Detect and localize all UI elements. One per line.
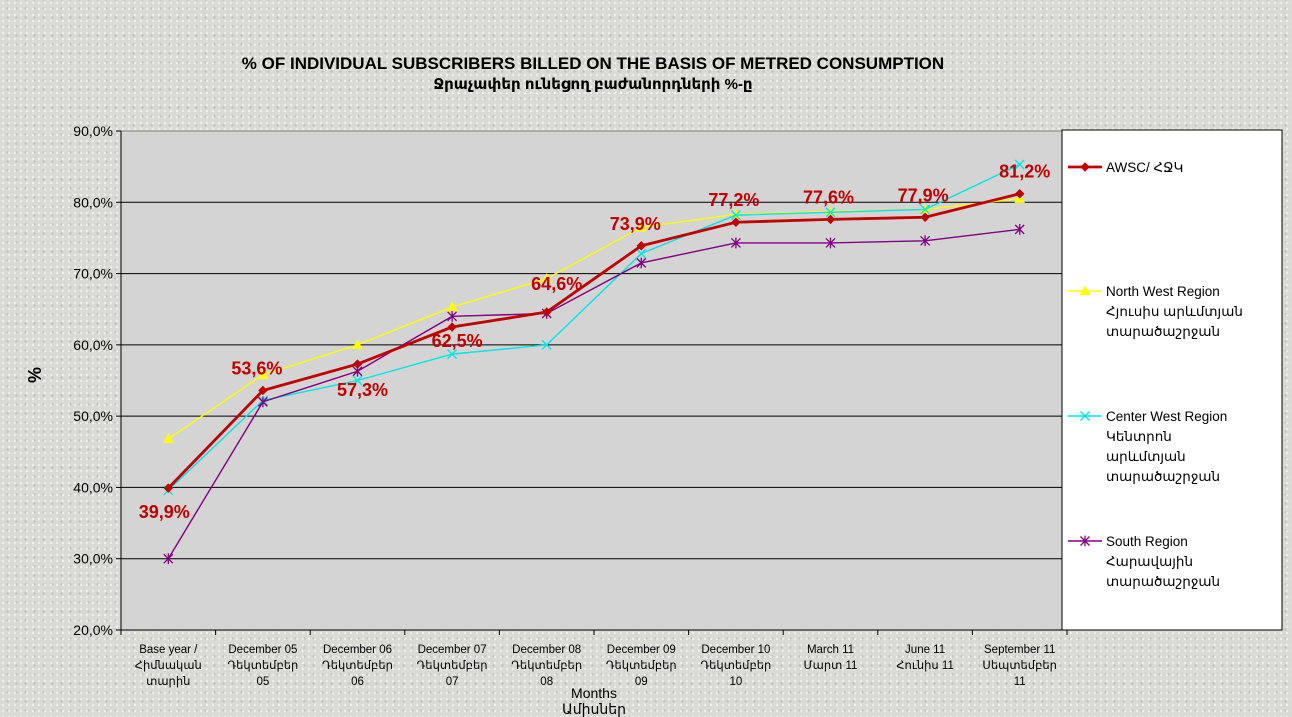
series-0 [163,189,1025,493]
data-point [446,301,458,312]
data-point [258,385,268,396]
y-tick-label: 50,0% [73,408,113,424]
data-label: 77,2% [708,190,759,210]
data-point [163,483,174,493]
legend-marker [1080,411,1090,421]
y-tick-label: 30,0% [73,551,113,567]
data-point [163,553,174,565]
data-point [1014,223,1025,235]
data-point [257,396,268,408]
y-axis-title: % [25,367,45,383]
data-point [825,214,836,225]
data-point [636,257,647,269]
legend-label: South Region Հարավային տարածաշրջան [1106,534,1220,589]
legend-label: AWSC/ ՀՋԿ [1106,160,1183,175]
data-point [636,248,647,259]
data-point [825,237,836,249]
y-tick-label: 20,0% [73,622,113,638]
legend-label: North West Region Հյուսիս արևմտյան տարածաշ… [1106,284,1243,339]
y-axis: 20,0% 30,0% 40,0% 50,0% 60,0% 70,0% 80,0% 90,0% [73,123,122,638]
data-point [920,235,931,247]
x-tick-label: December 09 Դեկտեմբեր 09 [606,644,677,688]
series-3 [163,223,1025,565]
x-tick-label: December 08 Դեկտեմբեր 08 [511,644,582,688]
legend-label: Center West Region Կենտրոն արևմտյան տարածաշ… [1106,409,1227,484]
data-point [731,217,741,227]
x-tick-label: September 11 Սեպտեմբեր 11 [982,644,1057,688]
plot-area [120,130,1068,631]
data-point [825,207,836,218]
data-label: 62,5% [432,331,483,351]
data-point [1014,189,1025,199]
data-point [730,210,741,221]
data-point [920,212,930,222]
y-tick-label: 40,0% [73,479,113,495]
legend-entries: AWSC/ ՀՋԿ North West Region Հյուսիս արևմտյ… [1068,160,1243,589]
legend-item-2: Center West Region Կենտրոն արևմտյան տարածաշ… [1068,409,1227,484]
data-label: 64,6% [531,274,582,294]
series-line [167,228,1020,560]
data-point [730,237,741,249]
series-line [167,192,1021,490]
data-point [541,307,552,317]
data-label: 77,9% [898,185,949,205]
legend-item-3: South Region Հարավային տարածաշրջան [1068,534,1220,589]
data-point [257,369,269,379]
data-point [352,339,363,349]
series-line [167,163,1021,491]
data-label: 81,2% [999,162,1050,182]
data-point [447,349,458,360]
data-label: 77,6% [803,187,854,207]
x-axis: Base year / Հիմնական տարին December 05 Դեկտե… [120,629,1068,688]
x-tick-label: December 06 Դեկտեմբեր 06 [322,644,393,688]
data-point [447,322,457,332]
data-point [541,273,553,283]
x-axis-title: Months Ամիսներ [562,685,626,717]
chart-subtitle: Ջրաչափեր ունեցող բաժանորդների %-ը [433,76,752,93]
data-point [1014,159,1025,170]
x-tick-label: December 10 Դեկտեմբեր 10 [700,644,771,688]
data-point [635,221,647,232]
legend-marker [1080,535,1090,547]
y-tick-label: 90,0% [73,123,113,139]
series-2 [163,159,1025,496]
data-point [920,204,931,215]
legend-marker [1080,162,1090,172]
legend-marker [1079,285,1091,296]
y-tick-label: 80,0% [73,194,113,210]
y-tick-label: 70,0% [73,266,113,282]
legend-item-1: North West Region Հյուսիս արևմտյան տարածաշ… [1068,284,1243,339]
data-label: 57,3% [337,380,388,400]
data-point [541,339,552,350]
data-point [162,433,174,444]
data-label: 39,9% [139,502,190,522]
x-tick-label: March 11 Մարտ 11 [804,644,858,672]
data-point [636,241,647,251]
y-tick-label: 60,0% [73,337,113,353]
x-tick-label: December 05 Դեկտեմբեր 05 [227,644,298,688]
data-labels: 39,9% 53,6% 57,3% 62,5% 64,6% 73,9% 77,2% 77,6%… [139,162,1050,522]
series-lines [162,159,1026,565]
data-point [352,375,363,386]
x-tick-label: Base year / Հիմնական տարին [135,644,202,688]
chart-title: % OF INDIVIDUAL SUBSCRIBERS BILLED ON TH… [242,54,944,73]
data-label: 73,9% [610,214,661,234]
data-point [352,359,363,369]
x-tick-label: December 07 Դեկտեմբեր 07 [417,644,488,688]
legend-item-0: AWSC/ ՀՋԿ [1068,160,1183,175]
gridlines [121,201,1067,560]
data-label: 53,6% [231,358,282,378]
data-point [447,310,458,322]
legend [1061,129,1283,631]
x-tick-label: June 11 Հունիս 11 [896,644,954,672]
